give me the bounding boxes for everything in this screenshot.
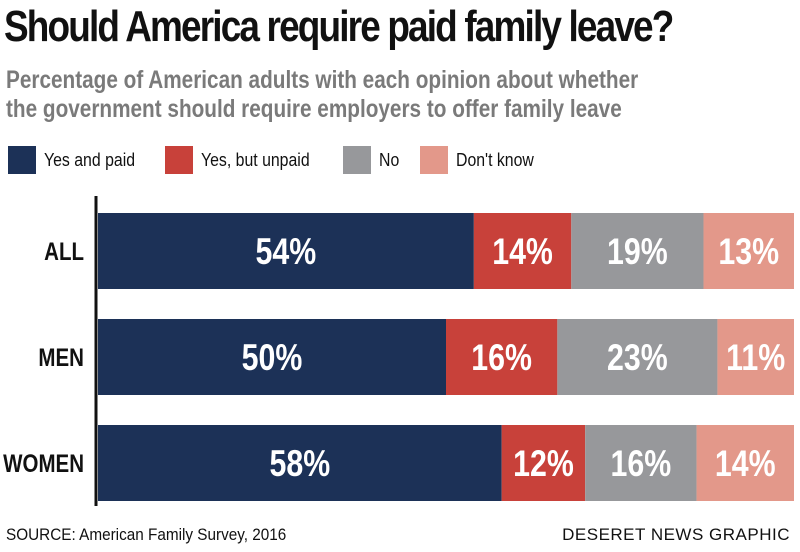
data-label-women-yes-and-paid: 58% xyxy=(269,443,330,485)
legend-label-yes-but-unpaid: Yes, but unpaid xyxy=(201,149,311,170)
legend-item-yes-but-unpaid: Yes, but unpaid xyxy=(165,146,324,174)
legend-label-no: No xyxy=(378,149,400,170)
bar-men-don-t-know xyxy=(717,319,794,395)
category-label-men: MEN xyxy=(38,343,84,371)
data-label-women-no: 16% xyxy=(611,443,672,485)
bar-women-don-t-know xyxy=(696,425,794,501)
data-label-all-don-t-know: 13% xyxy=(718,231,779,273)
source-note: SOURCE: American Family Survey, 2016 xyxy=(6,525,287,544)
subtitle-line-2: the government should require employers … xyxy=(6,95,622,123)
chart-subtitle: Percentage of American adults with each … xyxy=(6,66,638,124)
legend-swatch-yes-and-paid xyxy=(8,146,36,174)
chart-title: Should America require paid family leave… xyxy=(4,2,674,51)
data-label-all-yes-and-paid: 54% xyxy=(256,231,317,273)
bar-men-yes-and-paid xyxy=(98,319,446,395)
legend-label-yes-and-paid: Yes and paid xyxy=(44,149,136,170)
chart-legend: Yes and paid Yes, but unpaid No Don't kn… xyxy=(8,145,562,175)
bar-all-yes-but-unpaid xyxy=(473,213,572,289)
legend-item-no: No xyxy=(342,146,402,174)
graphic-credit: DESERET NEWS GRAPHIC xyxy=(562,525,790,544)
bar-men-no xyxy=(557,319,718,395)
legend-item-yes-and-paid: Yes and paid xyxy=(8,146,147,174)
data-label-men-yes-and-paid: 50% xyxy=(242,337,303,379)
legend-swatch-dont-know xyxy=(419,146,448,174)
data-label-all-no: 19% xyxy=(607,231,668,273)
category-label-all: ALL xyxy=(44,237,84,265)
bar-all-no xyxy=(571,213,704,289)
data-label-men-don-t-know: 11% xyxy=(726,337,785,379)
category-label-women: WOMEN xyxy=(3,449,84,477)
bar-all-don-t-know xyxy=(703,213,794,289)
stacked-bar-chart: ALL 54% 14% 19% 13% MEN 50% 16% 23% 11% WOMEN 58% 12… xyxy=(3,196,794,506)
bar-all-yes-and-paid xyxy=(98,213,474,289)
legend-label-dont-know: Don't know xyxy=(455,149,534,170)
bar-women-yes-but-unpaid xyxy=(501,425,586,501)
bar-men-yes-but-unpaid xyxy=(446,319,558,395)
data-label-women-don-t-know: 14% xyxy=(715,443,776,485)
bar-women-no xyxy=(585,425,697,501)
legend-item-dont-know: Don't know xyxy=(419,146,544,174)
subtitle-line-1: Percentage of American adults with each … xyxy=(6,66,639,94)
data-label-women-yes-but-unpaid: 12% xyxy=(513,443,574,485)
legend-swatch-no xyxy=(342,146,371,174)
bar-women-yes-and-paid xyxy=(98,425,502,501)
legend-swatch-yes-but-unpaid xyxy=(165,146,194,174)
data-label-men-yes-but-unpaid: 16% xyxy=(471,337,532,379)
data-label-men-no: 23% xyxy=(607,337,668,379)
data-label-all-yes-but-unpaid: 14% xyxy=(492,231,553,273)
